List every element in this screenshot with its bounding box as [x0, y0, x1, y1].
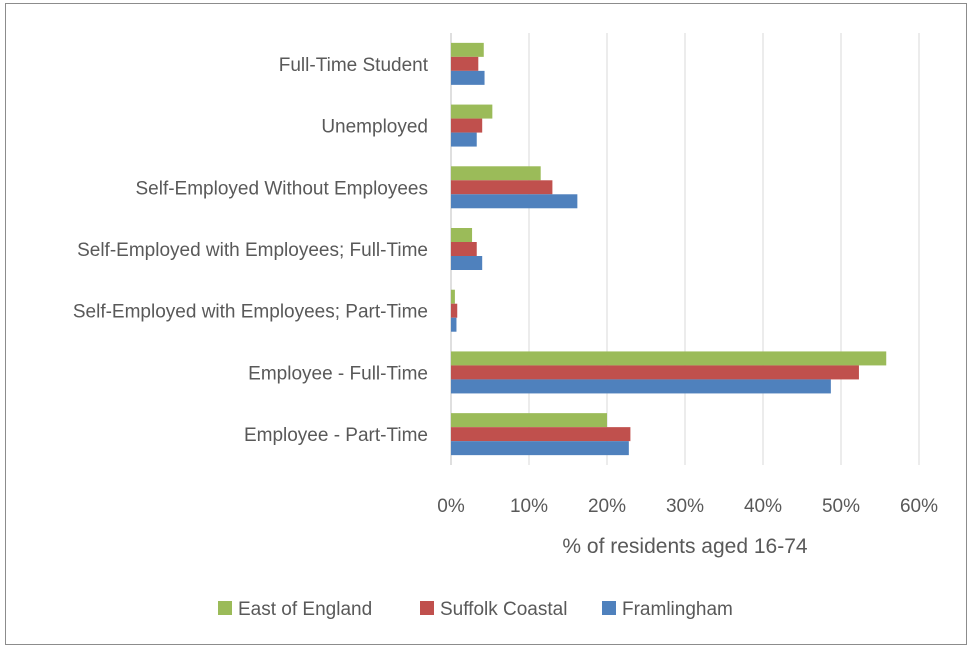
- x-tick-label: 30%: [666, 496, 704, 517]
- x-axis-title: % of residents aged 16-74: [562, 535, 807, 558]
- category-label: Unemployed: [321, 117, 428, 138]
- legend-swatch: [420, 601, 434, 615]
- category-label: Self-Employed with Employees; Part-Time: [73, 302, 428, 323]
- x-tick-label: 40%: [744, 496, 782, 517]
- bar: [451, 242, 477, 256]
- x-tick-label: 50%: [822, 496, 860, 517]
- bar: [451, 118, 483, 133]
- bar: [451, 132, 477, 147]
- bar: [451, 317, 457, 332]
- bar: [451, 228, 473, 242]
- bar: [451, 413, 607, 428]
- bar: [451, 56, 479, 71]
- legend-swatch: [218, 601, 232, 615]
- legend-label: Suffolk Coastal: [440, 599, 567, 620]
- x-tick-labels: 0% 10% 20% 30% 40% 50% 60%: [437, 496, 938, 517]
- bar: [451, 351, 887, 366]
- bar: [451, 166, 541, 181]
- bar: [451, 289, 455, 304]
- category-label: Self-Employed Without Employees: [135, 178, 428, 199]
- bars: [451, 42, 887, 456]
- category-label: Employee - Part-Time: [244, 425, 428, 446]
- category-label: Employee - Full-Time: [248, 363, 428, 384]
- bar: [451, 379, 831, 394]
- bar: [451, 180, 553, 195]
- category-label: Full-Time Student: [279, 55, 429, 76]
- bar: [451, 42, 484, 57]
- x-tick-label: 20%: [588, 496, 626, 517]
- bar: [451, 365, 859, 380]
- bar: [451, 303, 458, 318]
- bar: [451, 256, 483, 270]
- x-tick-label: 60%: [900, 496, 938, 517]
- category-labels: Full-Time Student Unemployed Self-Employed…: [73, 55, 429, 446]
- legend-swatch: [602, 601, 616, 615]
- x-tick-label: 0%: [437, 496, 465, 517]
- legend-label: East of England: [238, 599, 372, 620]
- gridlines: [450, 33, 920, 465]
- bar: [451, 104, 493, 119]
- bar: [451, 441, 629, 456]
- legend: East of England Suffolk Coastal Framlingha…: [218, 599, 733, 620]
- bar: [451, 194, 578, 209]
- bar: [451, 70, 485, 85]
- bar: [451, 427, 631, 442]
- legend-label: Framlingham: [622, 599, 733, 620]
- x-tick-label: 10%: [510, 496, 548, 517]
- category-label: Self-Employed with Employees; Full-Time: [77, 240, 428, 261]
